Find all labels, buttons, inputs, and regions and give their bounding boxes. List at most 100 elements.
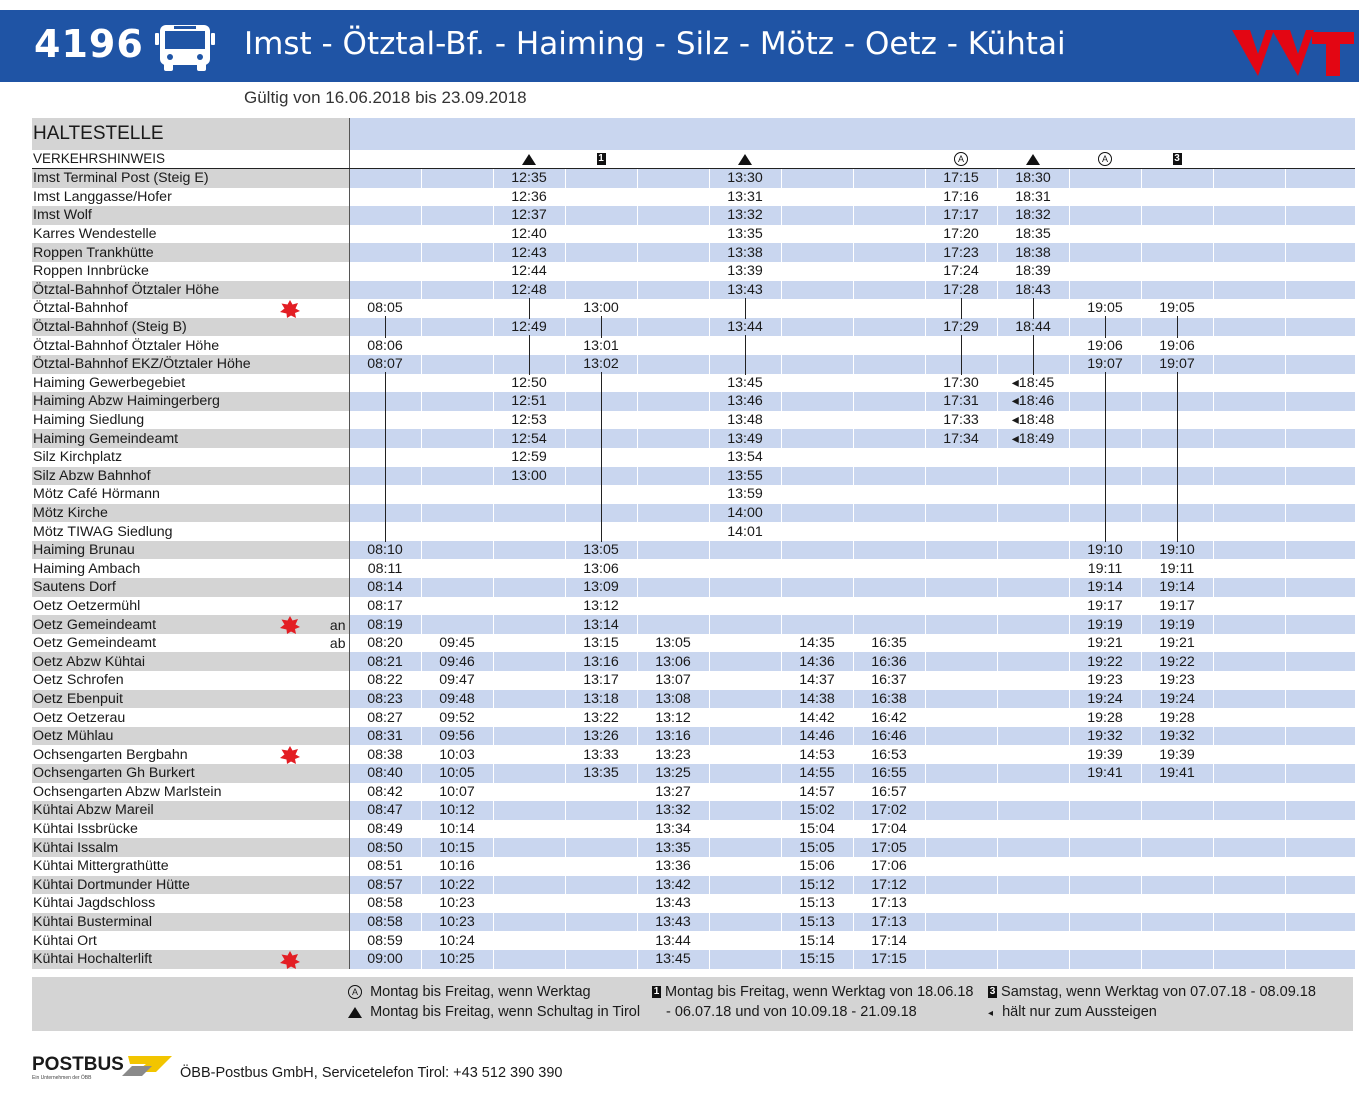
time-cell: 13:15 <box>564 633 637 653</box>
stop-name-label: Sautens Dorf <box>33 579 116 596</box>
time-cell <box>1284 522 1355 541</box>
stop-name: Roppen Innbrücke <box>32 261 320 281</box>
time-cell: 13:43 <box>636 894 709 913</box>
time-cell <box>348 522 421 541</box>
arrival-departure-marker: an <box>320 615 350 634</box>
table-row: Mötz Kirche 14:00 <box>32 503 1355 523</box>
time-cell <box>924 633 997 653</box>
time-cell <box>780 317 853 337</box>
box-1-icon: 1 <box>652 986 661 999</box>
time-cell: 13:35 <box>636 838 709 857</box>
time-cell: 10:15 <box>420 838 493 857</box>
stop-name: Ötztal-Bahnhof Ötztaler Höhe <box>32 336 320 355</box>
time-value: 13:05 <box>655 635 691 652</box>
time-value: 19:17 <box>1087 597 1123 614</box>
time-cell: 17:04 <box>852 819 925 839</box>
time-cell <box>564 782 637 802</box>
time-value: 17:16 <box>943 188 979 205</box>
pass-through-line <box>1105 373 1106 393</box>
stop-name: Haiming Gemeindeamt <box>32 429 320 448</box>
time-value: 13:39 <box>727 263 763 280</box>
time-cell: 13:43 <box>708 280 781 300</box>
time-cell <box>1284 801 1355 820</box>
time-cell <box>852 168 925 188</box>
time-cell <box>924 912 997 932</box>
header-cell <box>1213 118 1285 150</box>
time-cell <box>1140 503 1213 523</box>
stop-name-label: Oetz Oetzermühl <box>33 597 141 614</box>
pass-through-line <box>385 392 386 411</box>
pass-through-line <box>601 392 602 411</box>
arrival-departure-marker <box>320 429 350 448</box>
time-cell <box>636 206 709 225</box>
time-cell <box>852 540 925 560</box>
time-value: 15:02 <box>799 802 835 819</box>
arrival-departure-marker <box>320 708 350 727</box>
stop-name: Imst Wolf <box>32 206 320 225</box>
time-cell: 18:30 <box>996 168 1069 188</box>
time-cell <box>348 243 421 262</box>
time-cell <box>852 373 925 393</box>
time-cell: 13:18 <box>564 689 637 709</box>
time-cell <box>1212 652 1285 672</box>
time-cell: 17:06 <box>852 856 925 876</box>
note-spacer <box>320 150 350 169</box>
table-row: Silz Abzw Bahnhof 13:00 13:55 <box>32 466 1355 486</box>
time-cell <box>1068 392 1141 411</box>
time-cell <box>1284 485 1355 504</box>
time-cell: 19:23 <box>1068 671 1141 690</box>
time-value: 13:01 <box>581 337 621 354</box>
time-cell: 13:17 <box>564 671 637 690</box>
time-value: 13:49 <box>727 430 763 447</box>
time-cell: 13:44 <box>636 931 709 950</box>
time-cell <box>1284 187 1355 207</box>
arrival-departure-marker <box>320 559 350 579</box>
time-cell: 08:58 <box>348 894 421 913</box>
stop-name-label: Ötztal-Bahnhof EKZ/Ötztaler Höhe <box>33 356 251 373</box>
time-cell <box>996 949 1069 969</box>
time-value: 14:38 <box>799 690 835 707</box>
time-cell: 13:55 <box>708 466 781 486</box>
time-cell: 08:23 <box>348 689 421 709</box>
time-cell: 13:16 <box>564 652 637 672</box>
time-cell <box>1212 392 1285 411</box>
time-value: 13:25 <box>655 765 691 782</box>
arrival-departure-marker <box>320 503 350 523</box>
time-cell <box>996 689 1069 709</box>
time-cell <box>852 485 925 504</box>
time-value: 15:15 <box>799 951 835 968</box>
stop-name-label: Ochsengarten Gh Burkert <box>33 765 195 782</box>
time-cell <box>1140 243 1213 262</box>
stop-name: Mötz Café Hörmann <box>32 485 320 504</box>
time-value: 15:12 <box>799 876 835 893</box>
time-cell <box>924 485 997 504</box>
time-cell: 17:31 <box>924 392 997 411</box>
time-cell: 17:13 <box>852 894 925 913</box>
time-cell <box>420 280 493 300</box>
time-cell: 19:41 <box>1140 764 1213 783</box>
pass-through-line <box>1177 317 1178 337</box>
time-value: 13:02 <box>581 356 621 373</box>
table-row: Ochsengarten Gh Burkert 08:40 10:05 13:35 13… <box>32 764 1355 783</box>
time-cell <box>996 503 1069 523</box>
time-value: 08:58 <box>367 895 403 912</box>
transfer-star-icon <box>280 950 300 969</box>
stop-name-label: Haiming Brunau <box>33 542 135 559</box>
pass-through-line <box>1177 373 1178 393</box>
time-value: 17:23 <box>943 244 979 261</box>
time-cell: 17:16 <box>924 187 997 207</box>
time-value: 08:49 <box>367 821 403 838</box>
time-cell <box>924 894 997 913</box>
time-value: 12:59 <box>511 449 547 466</box>
time-value: 08:21 <box>367 653 403 670</box>
time-cell <box>492 782 565 802</box>
time-cell <box>636 447 709 467</box>
table-row: Imst Wolf 12:37 13:32 17:17 18:32 <box>32 206 1355 225</box>
time-value: 10:25 <box>439 951 475 968</box>
time-cell <box>1212 429 1285 448</box>
pass-through-line <box>385 466 386 486</box>
time-cell <box>420 410 493 430</box>
time-cell <box>996 633 1069 653</box>
arrival-departure-marker <box>320 485 350 504</box>
time-cell: 12:35 <box>492 168 565 188</box>
